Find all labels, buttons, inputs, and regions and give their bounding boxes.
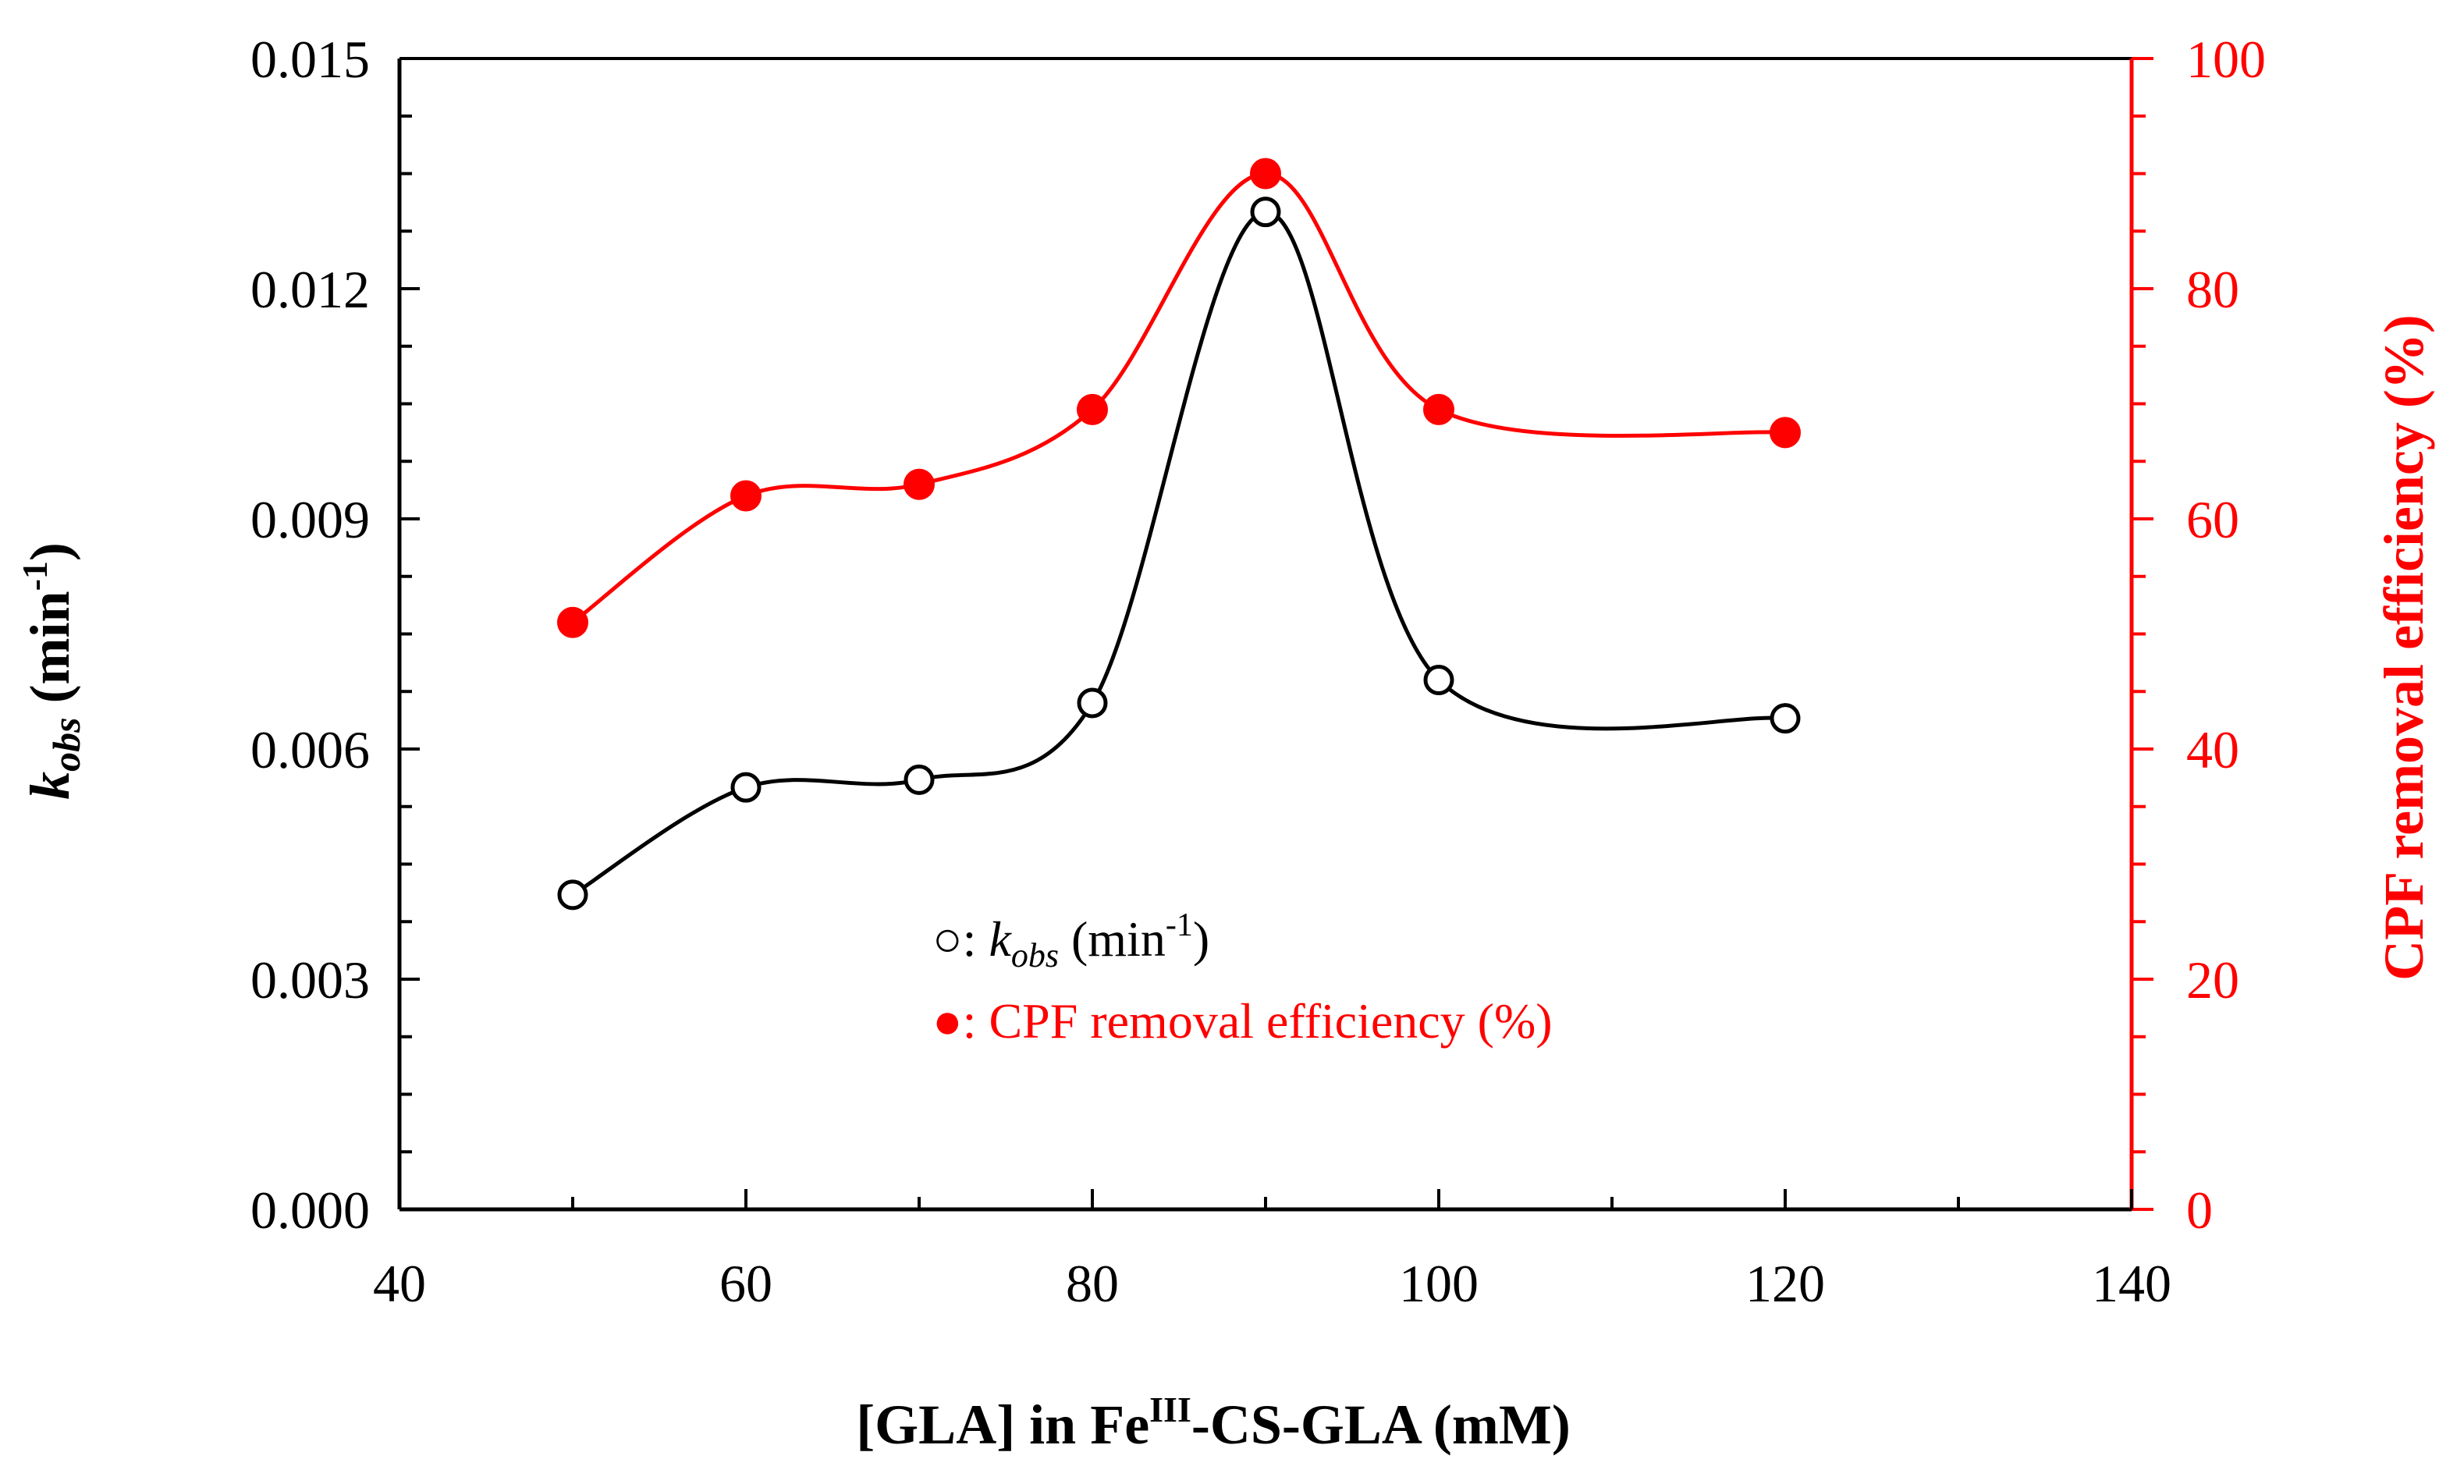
y-left-tick-label: 0.003 [250,950,370,1010]
y-right-tick-label: 20 [2186,950,2239,1010]
y-right-tick-label: 0 [2186,1180,2213,1240]
x-tick-label: 140 [2092,1254,2171,1313]
data-point [557,606,588,638]
data-point [1250,158,1281,190]
x-tick-label: 120 [1745,1254,1825,1313]
data-point [1770,417,1801,449]
y-left-tick-label: 0.012 [250,260,370,319]
y-right-tick-label: 80 [2186,260,2239,319]
y-left-tick-label: 0.000 [250,1180,370,1240]
data-point [904,764,935,795]
data-point [1250,197,1281,228]
series-line [571,171,1786,624]
legend-item-kobs: ○: kobs (min-1) [932,907,1209,975]
series-cpf-removal-efficiency [557,158,1801,638]
x-axis-title: [GLA] in FeIII-CS-GLA (mM) [856,1390,1571,1456]
data-point [1423,665,1454,695]
data-point [1423,393,1454,425]
x-tick-label: 40 [373,1254,426,1313]
data-point [1077,687,1108,719]
data-point [1077,393,1108,425]
data-point [1770,703,1801,734]
y-axis-left-title: kobs (min-1) [15,542,88,800]
data-point [730,772,762,803]
data-point [557,879,588,911]
legend-item-cpf: ●: CPF removal efficiency (%) [932,993,1553,1049]
y-right-tick-label: 60 [2186,490,2239,549]
y-left-tick-label: 0.006 [250,720,370,779]
y-left-tick-label: 0.009 [250,490,370,549]
data-point [730,480,762,512]
y-right-tick-label: 40 [2186,720,2239,779]
y-axis-right-title: CPF removal efficiency (%) [2373,314,2435,981]
x-tick-label: 80 [1066,1254,1119,1313]
legend: ○: kobs (min-1) ●: CPF removal efficienc… [932,907,1553,1049]
series-kobs [557,197,1801,911]
y-right-tick-label: 100 [2186,30,2266,89]
data-point [904,468,935,500]
y-left-tick-label: 0.015 [250,30,370,89]
x-tick-label: 60 [719,1254,772,1313]
x-tick-label: 100 [1399,1254,1479,1313]
